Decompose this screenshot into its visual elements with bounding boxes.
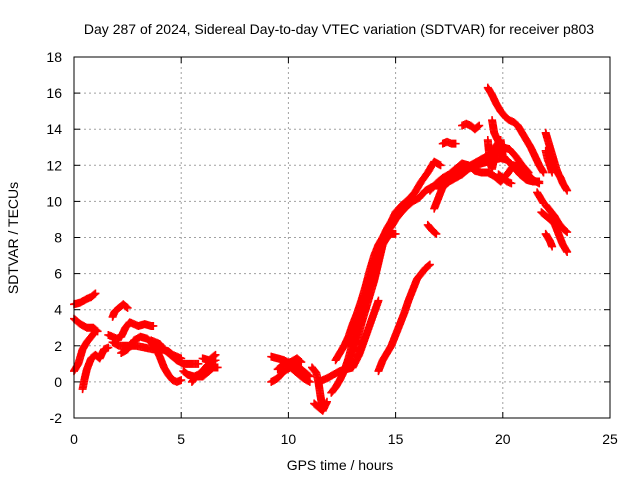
y-tick-label: 2 <box>54 338 62 354</box>
data-point <box>424 261 433 270</box>
y-axis-label: SDTVAR / TECUs <box>5 182 21 294</box>
x-tick-label: 5 <box>177 431 185 447</box>
data-point <box>494 137 503 146</box>
data-point <box>563 247 572 256</box>
data-point <box>90 328 99 337</box>
y-tick-label: 16 <box>46 85 62 101</box>
data-point <box>211 350 220 359</box>
y-tick-label: 6 <box>54 266 62 282</box>
data-point <box>475 121 484 130</box>
x-tick-label: 15 <box>388 431 404 447</box>
data-point <box>177 376 186 385</box>
y-tick-label: 14 <box>46 121 62 137</box>
data-point <box>122 302 131 311</box>
data-point <box>563 228 572 237</box>
grid <box>74 57 610 418</box>
chart-title: Day 287 of 2024, Sidereal Day-to-day VTE… <box>84 21 594 37</box>
data-point <box>507 179 516 188</box>
data-point <box>563 186 572 195</box>
data-point <box>104 343 113 352</box>
data-point <box>297 358 306 367</box>
y-tick-label: 10 <box>46 193 62 209</box>
data-point <box>425 260 434 269</box>
data-point <box>524 168 533 177</box>
data-point <box>431 228 440 237</box>
data-point <box>123 303 132 312</box>
data-point <box>149 321 158 330</box>
x-tick-label: 25 <box>602 431 618 447</box>
data-point <box>90 290 99 299</box>
data-point <box>535 179 544 188</box>
x-tick-label: 0 <box>70 431 78 447</box>
data-point <box>210 351 219 360</box>
data-point <box>432 229 441 238</box>
y-tick-label: -2 <box>50 410 63 426</box>
data-point <box>451 139 460 148</box>
data-point <box>562 227 571 236</box>
data-point <box>548 168 557 177</box>
data-point <box>322 397 331 406</box>
data-point <box>194 359 203 368</box>
data-point <box>436 161 445 170</box>
y-tick-label: 8 <box>54 230 62 246</box>
data-point <box>374 296 383 305</box>
data-point <box>498 152 507 161</box>
data-point <box>474 122 483 131</box>
data-point <box>548 242 557 251</box>
data-point <box>539 168 548 177</box>
y-tick-label: 18 <box>46 49 62 65</box>
x-tick-label: 20 <box>495 431 511 447</box>
x-tick-label: 10 <box>281 431 297 447</box>
data-point <box>213 363 222 372</box>
data-points <box>70 83 572 415</box>
y-tick-label: 4 <box>54 302 62 318</box>
data-point <box>91 327 100 336</box>
data-point <box>91 289 100 298</box>
x-axis-label: GPS time / hours <box>287 457 394 473</box>
data-point <box>523 167 532 176</box>
data-point <box>305 377 314 386</box>
y-tick-label: 12 <box>46 157 62 173</box>
data-point <box>296 357 305 366</box>
y-tick-label: 0 <box>54 374 62 390</box>
axis-ticks: 0 5 10 15 20 25 -2 0 2 4 6 8 10 12 14 16 18 <box>46 49 618 447</box>
data-point <box>391 229 400 238</box>
